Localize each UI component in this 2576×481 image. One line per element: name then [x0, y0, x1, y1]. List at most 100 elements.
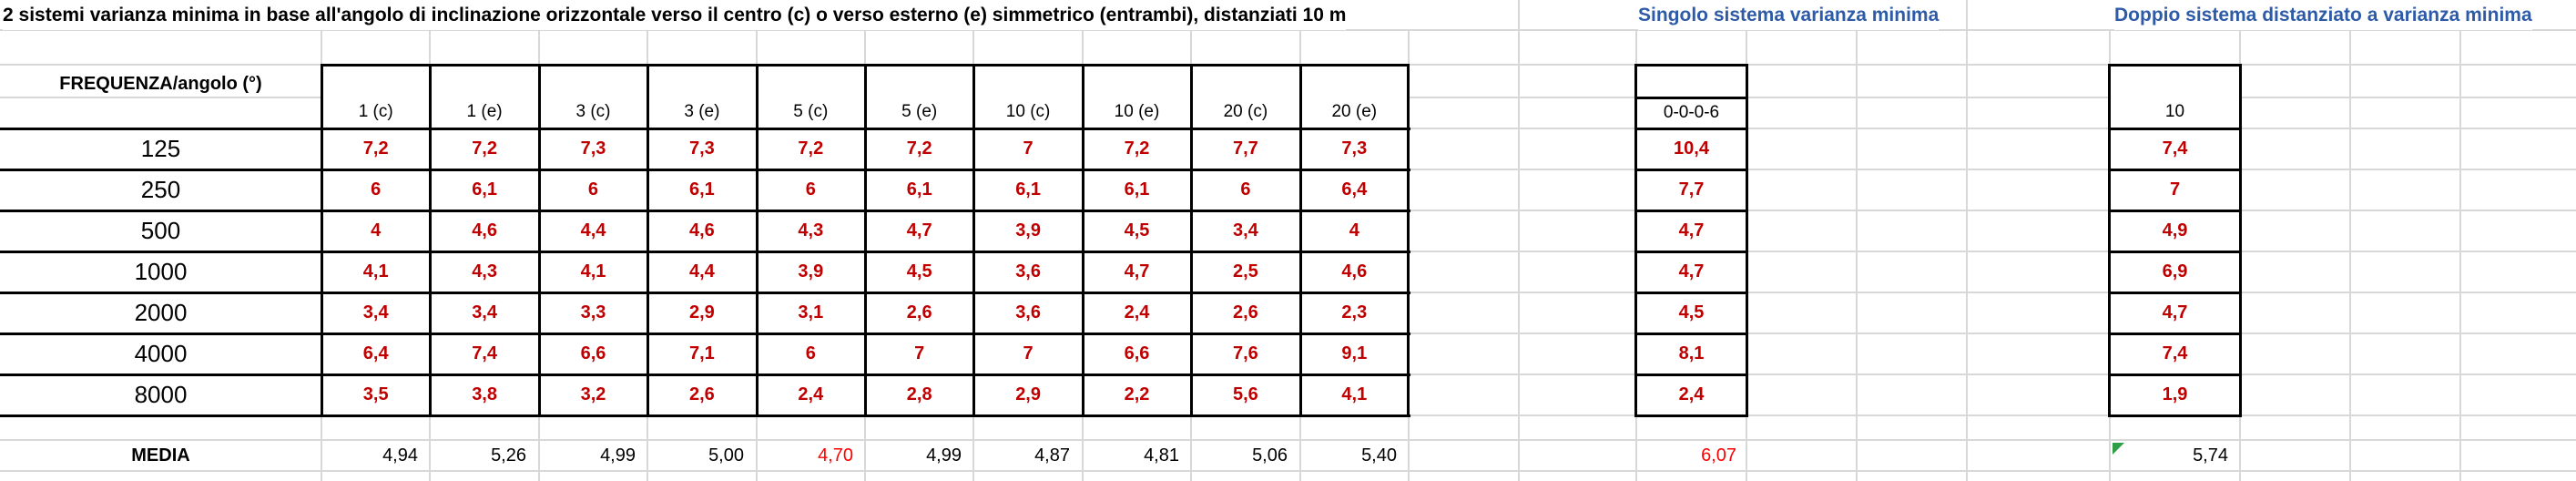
col-header[interactable]: 20 (c): [1223, 102, 1268, 121]
value-cell[interactable]: 7,2: [798, 138, 824, 159]
value-cell[interactable]: 2,4: [798, 384, 824, 404]
value-cell[interactable]: 7,7: [1678, 179, 1705, 200]
main-title[interactable]: 2 sistemi varianza minima in base all'an…: [3, 0, 1347, 30]
media-cell[interactable]: 4,87: [1034, 445, 1070, 466]
media-cell-highlighted[interactable]: 4,70: [818, 445, 853, 466]
value-cell[interactable]: 3,4: [362, 302, 389, 322]
value-cell[interactable]: 6,4: [1341, 179, 1368, 200]
value-cell[interactable]: 7,2: [362, 138, 389, 159]
frequency-cell[interactable]: 1000: [134, 258, 188, 285]
media-cell[interactable]: 5,06: [1252, 445, 1288, 466]
media-label[interactable]: MEDIA: [131, 445, 190, 466]
value-cell[interactable]: 4,5: [906, 261, 932, 281]
value-cell[interactable]: 4,9: [2162, 220, 2188, 240]
value-cell[interactable]: 2,4: [1678, 384, 1705, 404]
value-cell[interactable]: 6,1: [1015, 179, 1041, 200]
media-cell[interactable]: 4,99: [600, 445, 636, 466]
value-cell[interactable]: 3,5: [362, 384, 389, 404]
frequency-cell[interactable]: 4000: [134, 340, 188, 367]
value-cell[interactable]: 9,1: [1341, 343, 1368, 363]
value-cell[interactable]: 4: [371, 220, 382, 240]
value-cell[interactable]: 4,6: [688, 220, 715, 240]
media-cell[interactable]: 4,81: [1144, 445, 1179, 466]
col-header[interactable]: 5 (e): [901, 102, 938, 121]
value-cell[interactable]: 4,5: [1124, 220, 1150, 240]
value-cell[interactable]: 7,2: [472, 138, 497, 159]
value-cell[interactable]: 4,5: [1678, 302, 1705, 322]
value-cell[interactable]: 7,2: [906, 138, 932, 159]
value-cell[interactable]: 6,6: [1124, 343, 1150, 363]
media-cell[interactable]: 5,40: [1361, 445, 1397, 466]
value-cell[interactable]: 3,6: [1015, 302, 1041, 322]
corner-label[interactable]: FREQUENZA/angolo (°): [59, 74, 262, 94]
frequency-cell[interactable]: 2000: [134, 299, 188, 326]
value-cell[interactable]: 7: [1023, 343, 1033, 363]
value-cell[interactable]: 2,6: [906, 302, 932, 322]
double-system-header[interactable]: 10: [2164, 102, 2185, 121]
value-cell[interactable]: 6: [587, 179, 599, 200]
value-cell[interactable]: 3,3: [580, 302, 606, 322]
value-cell[interactable]: 7,4: [472, 343, 497, 363]
value-cell[interactable]: 3,1: [798, 302, 824, 322]
value-cell[interactable]: 7,2: [1124, 138, 1150, 159]
frequency-cell[interactable]: 500: [140, 217, 181, 244]
value-cell[interactable]: 4,3: [472, 261, 497, 281]
value-cell[interactable]: 6,1: [472, 179, 497, 200]
value-cell[interactable]: 4: [1349, 220, 1359, 240]
value-cell[interactable]: 2,2: [1124, 384, 1150, 404]
value-cell[interactable]: 6: [805, 343, 816, 363]
value-cell[interactable]: 4,7: [1124, 261, 1150, 281]
col-header[interactable]: 3 (c): [575, 102, 611, 121]
col-header[interactable]: 10 (c): [1005, 102, 1051, 121]
value-cell[interactable]: 4,1: [580, 261, 606, 281]
value-cell[interactable]: 7,1: [688, 343, 715, 363]
value-cell[interactable]: 2,4: [1124, 302, 1150, 322]
value-cell[interactable]: 7: [1023, 138, 1033, 159]
value-cell[interactable]: 6,1: [906, 179, 932, 200]
col-header[interactable]: 10 (e): [1114, 102, 1160, 121]
value-cell[interactable]: 10,4: [1674, 138, 1709, 159]
value-cell[interactable]: 7,6: [1232, 343, 1258, 363]
col-header[interactable]: 5 (c): [793, 102, 829, 121]
value-cell[interactable]: 7: [2169, 179, 2181, 200]
value-cell[interactable]: 3,9: [1015, 220, 1041, 240]
value-cell[interactable]: 4,4: [580, 220, 606, 240]
value-cell[interactable]: 3,4: [1232, 220, 1258, 240]
value-cell[interactable]: 3,2: [580, 384, 606, 404]
value-cell[interactable]: 4,1: [362, 261, 389, 281]
value-cell[interactable]: 4,6: [472, 220, 497, 240]
value-cell[interactable]: 6: [805, 179, 816, 200]
value-cell[interactable]: 4,7: [2162, 302, 2188, 322]
value-cell[interactable]: 2,5: [1232, 261, 1258, 281]
value-cell[interactable]: 4,3: [798, 220, 824, 240]
value-cell[interactable]: 2,6: [688, 384, 715, 404]
frequency-cell[interactable]: 250: [140, 176, 181, 203]
value-cell[interactable]: 7,3: [688, 138, 715, 159]
value-cell[interactable]: 5,6: [1232, 384, 1258, 404]
value-cell[interactable]: 3,9: [798, 261, 824, 281]
frequency-cell[interactable]: 125: [140, 135, 181, 162]
media-cell[interactable]: 5,00: [708, 445, 744, 466]
media-cell[interactable]: 4,94: [382, 445, 418, 466]
value-cell[interactable]: 4,7: [1678, 220, 1705, 240]
value-cell[interactable]: 6,1: [1124, 179, 1150, 200]
media-cell[interactable]: 4,99: [926, 445, 962, 466]
value-cell[interactable]: 6,9: [2162, 261, 2188, 281]
value-cell[interactable]: 8,1: [1678, 343, 1705, 363]
col-header[interactable]: 1 (c): [358, 102, 393, 121]
empty-cell[interactable]: [1636, 65, 1746, 97]
value-cell[interactable]: 2,9: [1015, 384, 1041, 404]
value-cell[interactable]: 3,6: [1015, 261, 1041, 281]
value-cell[interactable]: 4,7: [906, 220, 932, 240]
media-cell[interactable]: 5,26: [491, 445, 526, 466]
value-cell[interactable]: 4,4: [688, 261, 715, 281]
value-cell[interactable]: 2,3: [1341, 302, 1368, 322]
col-header[interactable]: 1 (e): [466, 102, 503, 121]
value-cell[interactable]: 6,1: [688, 179, 715, 200]
value-cell[interactable]: 4,6: [1341, 261, 1368, 281]
value-cell[interactable]: 6,4: [362, 343, 389, 363]
col-header[interactable]: 3 (e): [684, 102, 720, 121]
value-cell[interactable]: 7: [914, 343, 925, 363]
value-cell[interactable]: 7,3: [1341, 138, 1368, 159]
double-system-title[interactable]: Doppio sistema distanziato a varianza mi…: [2114, 0, 2532, 30]
